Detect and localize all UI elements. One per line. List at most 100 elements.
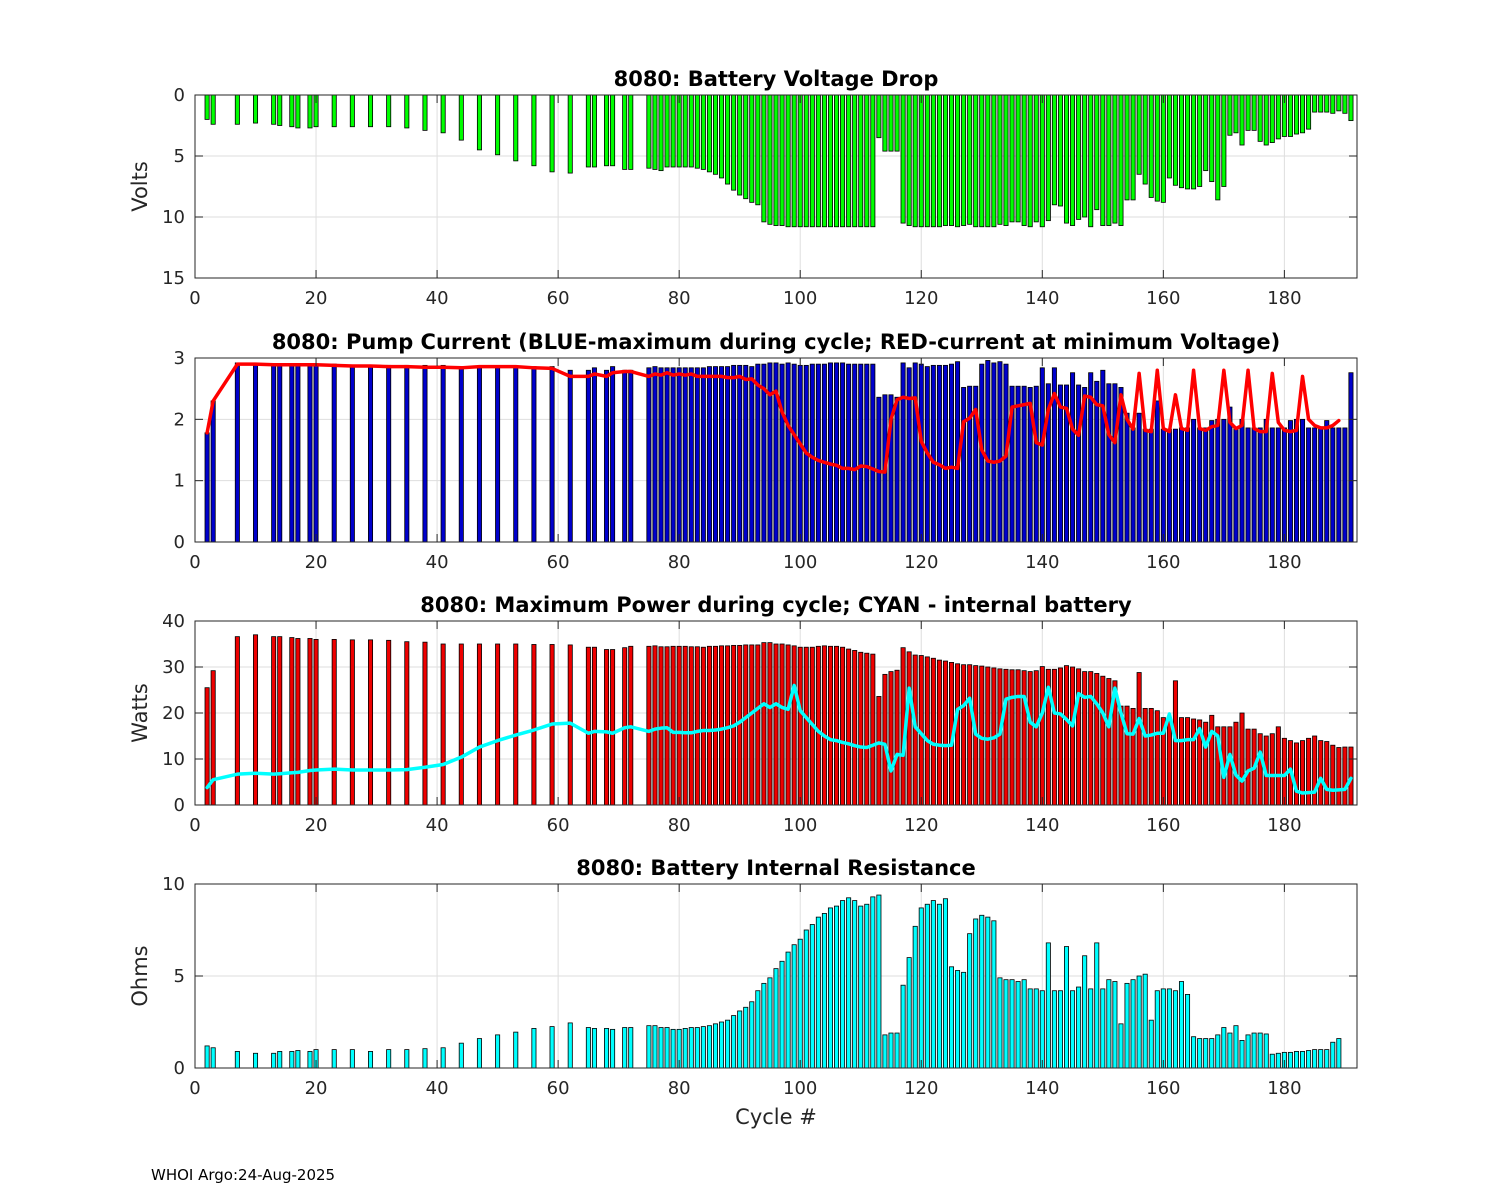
bar xyxy=(1221,418,1227,543)
y-axis-label: Ohms xyxy=(128,945,152,1006)
bar xyxy=(700,367,706,543)
bar xyxy=(773,968,779,1069)
bar xyxy=(864,652,870,806)
bar xyxy=(755,990,761,1069)
bar xyxy=(1178,717,1184,806)
bar xyxy=(313,363,319,543)
bar xyxy=(1287,94,1293,137)
bar xyxy=(404,364,410,543)
bar xyxy=(846,363,852,543)
bar xyxy=(271,1052,277,1069)
bar xyxy=(882,94,888,152)
bar xyxy=(894,669,900,806)
bar xyxy=(779,363,785,543)
max-power-panel: 0 20 40 60 80 100 120 140 160 180 0 10 20 30 40 8080: M… xyxy=(128,593,1358,836)
y-tick-label: 3 xyxy=(174,348,185,369)
bar xyxy=(694,367,700,543)
bar xyxy=(658,94,664,172)
bar xyxy=(1263,94,1269,146)
y-tick-label: 40 xyxy=(162,611,185,632)
bar xyxy=(1100,675,1106,806)
bar xyxy=(840,900,846,1069)
bar xyxy=(955,94,961,228)
bar xyxy=(906,94,912,226)
bar xyxy=(1076,986,1082,1069)
bar xyxy=(1160,988,1166,1069)
bar xyxy=(1124,94,1130,201)
bar xyxy=(888,1032,894,1069)
x-tick-label: 80 xyxy=(668,288,691,309)
bar xyxy=(1269,733,1275,806)
bar xyxy=(852,363,858,543)
bar xyxy=(1239,94,1245,146)
bar xyxy=(852,650,858,806)
bar xyxy=(888,671,894,806)
bar xyxy=(924,656,930,806)
bar xyxy=(1051,668,1057,806)
bar xyxy=(997,977,1003,1069)
bar xyxy=(1215,94,1221,201)
bar xyxy=(1348,746,1354,806)
bar xyxy=(1015,981,1021,1069)
bar xyxy=(1094,942,1100,1069)
bar xyxy=(604,1028,610,1069)
x-axis-label: Cycle # xyxy=(735,1105,817,1129)
bar xyxy=(1293,742,1299,806)
x-tick-label: 40 xyxy=(426,815,449,836)
bar xyxy=(289,363,295,543)
bar xyxy=(1245,427,1251,543)
bar xyxy=(694,1027,700,1069)
bar xyxy=(1203,1038,1209,1069)
y-tick-label: 5 xyxy=(174,146,185,167)
bar xyxy=(1348,372,1354,543)
bar xyxy=(204,94,210,120)
bar xyxy=(924,94,930,228)
bar xyxy=(900,94,906,224)
bar xyxy=(1136,975,1142,1069)
bar xyxy=(827,645,833,806)
y-tick-label: 1 xyxy=(174,471,185,492)
bar xyxy=(622,1027,628,1069)
bar xyxy=(604,649,610,806)
bar xyxy=(386,639,392,806)
bar xyxy=(670,1028,676,1069)
bar xyxy=(894,396,900,543)
bar xyxy=(1227,94,1233,136)
bar xyxy=(1003,668,1009,806)
bar xyxy=(821,913,827,1069)
bar xyxy=(664,646,670,806)
bar xyxy=(404,94,410,129)
bar xyxy=(670,94,676,168)
bar xyxy=(1245,94,1251,131)
bar xyxy=(791,645,797,806)
bar xyxy=(1185,717,1191,806)
bar xyxy=(495,366,501,543)
bar xyxy=(1203,721,1209,806)
bar xyxy=(694,646,700,806)
bar xyxy=(700,646,706,806)
bar xyxy=(803,646,809,806)
bar xyxy=(749,644,755,806)
bar xyxy=(688,94,694,168)
bar xyxy=(1142,428,1148,543)
x-tick-label: 80 xyxy=(668,815,691,836)
bar xyxy=(1191,418,1197,543)
bar xyxy=(1106,979,1112,1069)
bar-series xyxy=(204,94,1354,228)
bar xyxy=(773,94,779,226)
bar xyxy=(476,94,482,151)
bar xyxy=(1064,946,1070,1069)
bar xyxy=(652,645,658,806)
bar xyxy=(1257,733,1263,806)
bar xyxy=(1275,1052,1281,1069)
bar xyxy=(706,645,712,806)
bar xyxy=(1100,369,1106,543)
bar xyxy=(858,363,864,543)
bar xyxy=(942,94,948,226)
bar xyxy=(840,94,846,228)
bar xyxy=(1269,94,1275,143)
x-tick-label: 160 xyxy=(1146,815,1180,836)
bar xyxy=(1239,418,1245,543)
bar xyxy=(870,363,876,543)
bar xyxy=(1330,744,1336,806)
